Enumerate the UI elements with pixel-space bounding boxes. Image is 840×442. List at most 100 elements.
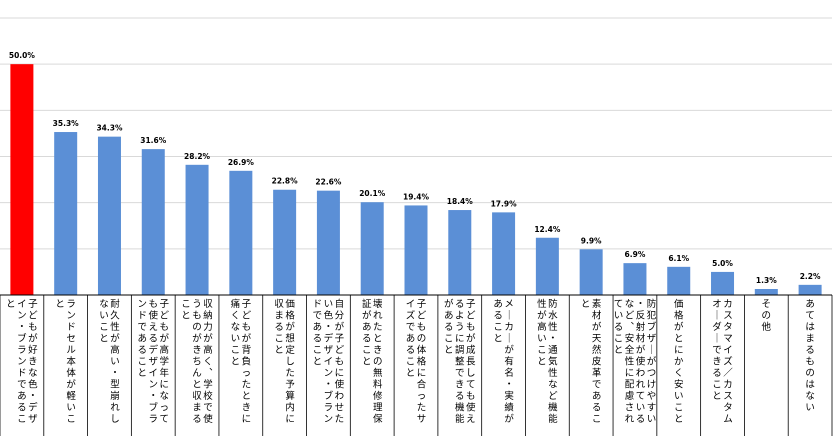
category-char: 崩 [110, 390, 120, 402]
category-char: 学 [160, 356, 170, 368]
category-char: る [493, 311, 503, 322]
category-char: で [313, 311, 323, 322]
category-char: ど [548, 391, 558, 402]
category-char: ｜ [712, 310, 722, 322]
category-char: ・ [636, 299, 646, 310]
category-char: ム [723, 414, 733, 425]
category-char: 高 [110, 344, 120, 356]
category-char: ン [17, 357, 27, 368]
category-char: と [181, 311, 191, 322]
category-char: が [362, 310, 372, 322]
category-char: る [313, 334, 323, 345]
category-char: イ [406, 299, 416, 310]
category-char: ド [66, 322, 76, 333]
category-char: 安 [674, 379, 684, 391]
category-char: 年 [160, 367, 170, 379]
category-char: な [625, 299, 635, 310]
category-char: が [636, 344, 646, 356]
category-char: せ [335, 403, 345, 414]
category-char: る [712, 368, 722, 379]
category-char: て [805, 311, 815, 322]
category-char: 配 [625, 380, 635, 391]
category-char: 体 [66, 367, 76, 379]
category-char: 内 [285, 402, 295, 414]
category-char: デ [28, 402, 38, 414]
category-char: も [805, 357, 815, 368]
category-char: え [149, 322, 159, 333]
category-char: 収 [203, 298, 213, 310]
category-char: が [242, 333, 252, 345]
category-char: 子 [417, 299, 427, 310]
category-char: ズ [723, 356, 733, 368]
bar [492, 212, 516, 295]
category-char: が [444, 298, 454, 310]
category-char: ど [28, 311, 38, 322]
category-char: に [455, 334, 465, 345]
category-char: ま [192, 403, 202, 414]
category-char: ン [66, 311, 76, 322]
category-char: と [537, 357, 547, 368]
category-char: カ [504, 322, 514, 333]
category-char: 使 [636, 356, 646, 368]
category-char: い [805, 403, 815, 414]
category-char: ス [723, 311, 733, 322]
category-char: る [455, 391, 465, 402]
category-char: セ [66, 334, 76, 345]
category-char: る [614, 322, 624, 333]
category-char: う [192, 299, 202, 310]
bar [229, 170, 253, 295]
category-char: も [466, 391, 476, 402]
category-char: 成 [466, 344, 476, 356]
category-char: に [625, 368, 635, 379]
category-char: カ [723, 380, 733, 391]
category-char: 子 [242, 299, 252, 310]
category-char: 機 [455, 402, 465, 414]
category-char: 予 [285, 380, 295, 391]
category-char: 犯 [647, 311, 657, 322]
category-char: 射 [636, 321, 646, 333]
value-label: 18.4% [447, 197, 474, 206]
category-char: る [592, 403, 602, 414]
category-char: サ [417, 414, 427, 425]
category-char: と [6, 299, 16, 310]
category-char: も [192, 311, 202, 322]
category-char: 価 [285, 298, 295, 310]
category-char: 好 [28, 344, 38, 356]
category-char: き [373, 345, 383, 356]
category-char: る [444, 322, 454, 333]
category-char: で [406, 322, 416, 333]
category-char: れ [373, 311, 383, 322]
category-char: 水 [548, 310, 558, 322]
category-char: な [548, 380, 558, 391]
bar [360, 202, 384, 295]
category-char: て [160, 414, 170, 425]
bar [579, 249, 603, 295]
category-char: こ [274, 334, 284, 345]
bar [711, 271, 735, 295]
category-char: あ [444, 311, 454, 322]
category-char: と [493, 334, 503, 345]
category-char: こ [493, 322, 503, 333]
category-char: タ [723, 403, 733, 414]
category-char: が [203, 333, 213, 345]
category-char: な [805, 391, 815, 402]
category-char: ど [625, 311, 635, 322]
category-char: く [674, 368, 684, 379]
category-char: れ [625, 414, 635, 425]
category-char: い [66, 403, 76, 414]
category-char: ま [805, 334, 815, 345]
category-char: ド [17, 368, 27, 379]
category-char: 使 [335, 379, 345, 391]
bar [623, 263, 647, 295]
category-char: と [444, 345, 454, 356]
category-char: 整 [455, 356, 465, 368]
category-char: 高 [160, 344, 170, 356]
category-char: で [203, 403, 213, 414]
category-char: 使 [466, 402, 476, 414]
category-char: が [28, 333, 38, 345]
bar [273, 189, 297, 295]
category-char: 安 [625, 333, 635, 345]
